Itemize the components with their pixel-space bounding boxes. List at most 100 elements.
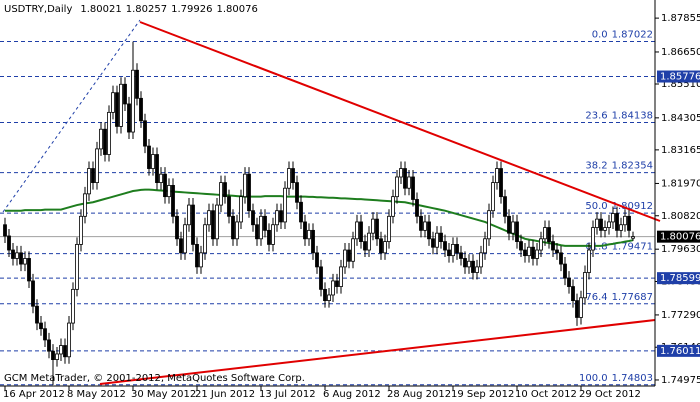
candle-body [219,182,223,206]
candle-body [111,92,115,113]
footer: GCM MetaTrader, © 2001-2012, MetaQuotes … [4,373,305,384]
candle-body [123,83,127,105]
fib-label: 23.6 1.84138 [585,111,653,122]
header-low: 1.79926 [171,4,212,15]
candle-body [331,280,335,296]
candle-body [143,120,147,147]
candle-body [11,249,15,259]
x-tick-label: 13 Jul 2012 [259,389,316,400]
candle-body [183,224,187,254]
x-tick-label: 8 May 2012 [67,389,126,400]
candle-body [135,69,139,99]
y-tick-label: 1.77290 [661,310,700,321]
candle-body [35,305,39,324]
candle-body [391,196,395,217]
y-tick-label: 1.81970 [661,178,700,189]
candle-body [75,244,79,290]
trend-line [99,319,656,385]
candle-body [63,345,67,358]
candle-body [495,168,499,184]
candle-body [275,210,279,226]
candle-body [107,111,111,155]
candle-body [291,168,295,184]
candle-body [319,266,323,290]
header-close: 1.80076 [216,4,257,15]
candle-body [519,241,523,251]
candle-body [259,215,263,240]
candle-body [211,210,215,240]
candle-body [71,288,75,324]
y-tick-label: 1.84305 [661,113,700,124]
x-tick-label: 19 Sep 2012 [451,389,514,400]
candle-body [287,168,291,189]
candle-body [583,272,587,299]
level-label-box [657,70,700,83]
fib-label: 50.0 1.80912 [585,201,653,212]
candle-body [339,266,343,287]
candle-body [151,154,155,169]
bid-label-box [657,230,700,243]
candle-body [215,204,219,240]
candle-body [363,241,367,251]
candle-body [327,294,331,301]
candle-body [587,249,591,273]
moving-average [5,188,634,247]
fib-label: 61.8 1.79471 [585,242,653,253]
candle-body [223,182,227,198]
candle-body [67,322,71,358]
candle-body [535,249,539,259]
candle-body [431,238,435,248]
candle-body [467,260,471,268]
candle-body [555,249,559,254]
candle-body [627,215,631,231]
candle-body [179,238,183,254]
candle-body [599,218,603,231]
candle-body [263,215,267,231]
candle-body [407,176,411,189]
plot-area: 0.0 1.87022 23.6 1.84138 38.2 1.82354 50.0 1.80… [0,30,655,386]
fib-level: 100.0 [579,373,608,384]
candle-body [31,280,35,307]
candle-body [531,246,535,259]
level-label-box [657,272,700,285]
candle-body [403,168,407,189]
candle-body [447,249,451,257]
candle-body [91,168,95,184]
y-tick-label: 1.80820 [661,211,700,222]
candle-body [203,224,207,254]
x-tick-label: 10 Oct 2012 [515,389,577,400]
candle-body [631,236,635,239]
bid-label: 1.80076 [660,232,700,243]
candle-body [51,350,55,360]
fib-level: 38.2 [585,161,607,172]
candle-body [591,227,595,251]
candle-body [507,215,511,234]
fib-price: 1.84138 [612,111,653,122]
candle-body [515,221,519,243]
fib-label: 100.0 1.74803 [579,373,653,384]
candle-body [471,260,475,273]
candle-body [455,244,459,254]
trend-line [139,21,661,222]
candle-body [187,204,191,226]
candle-body [43,328,47,341]
fib-price: 1.87022 [612,30,653,41]
candle-body [479,252,483,268]
candle-body [571,286,575,301]
candle-body [335,280,339,287]
candle-body [551,241,555,251]
fib-price: 1.80912 [612,201,653,212]
candle-body [603,227,607,231]
candle-body [483,238,487,254]
candle-body [15,252,19,259]
candle-body [371,218,375,234]
candle-body [503,196,507,217]
candle-body [323,288,327,301]
fib-price: 1.77687 [612,292,653,303]
candle-body [499,168,503,198]
candle-body [195,244,199,268]
header-open: 1.80021 [80,4,121,15]
candle-body [359,221,363,243]
candle-body [231,215,235,240]
candle-body [19,252,23,265]
